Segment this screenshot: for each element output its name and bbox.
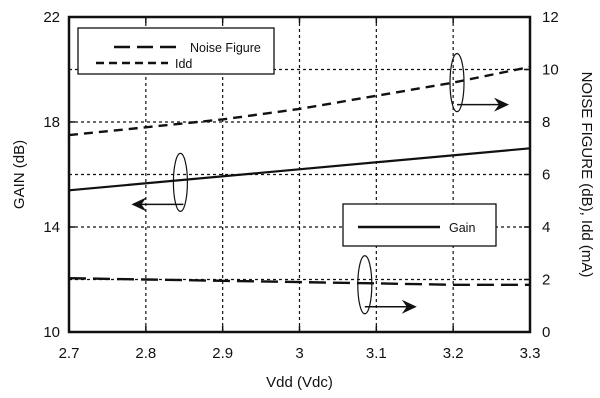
legend-label-noise-figure: Noise Figure xyxy=(190,41,261,55)
left-y-tick-label: 10 xyxy=(43,324,60,341)
right-y-tick-label: 2 xyxy=(542,272,550,289)
legend-center-right: Gain xyxy=(342,203,497,247)
left-y-axis-title: GAIN (dB) xyxy=(11,140,28,209)
indicator-ellipse-noise-figure xyxy=(357,255,373,315)
indicator-arrow-head-gain xyxy=(131,197,147,212)
left-y-tick-label: 18 xyxy=(43,114,60,131)
right-y-tick-label: 0 xyxy=(542,324,550,341)
indicator-arrow-head-noise-figure xyxy=(401,299,417,314)
series-line-noise-figure xyxy=(68,277,530,286)
left-y-tick-label: 22 xyxy=(43,9,60,26)
x-tick-label: 2.7 xyxy=(59,345,80,362)
x-tick-label: 3.3 xyxy=(520,345,541,362)
x-tick-label: 2.8 xyxy=(135,345,156,362)
x-tick-label: 3 xyxy=(295,345,303,362)
data-series xyxy=(68,65,531,286)
legend-label-idd: Idd xyxy=(175,57,192,71)
indicator-ellipse-gain xyxy=(172,152,189,212)
tick-labels: 2.7 2.8 2.9 3 3.1 3.2 3.30 2 4 6 8 10 12 10 14 18 22 xyxy=(43,9,558,362)
legend-top-left: Noise Figure Idd xyxy=(77,27,275,75)
legend-label-gain: Gain xyxy=(449,221,475,235)
series-line-gain xyxy=(68,147,531,192)
x-axis-title: Vdd (Vdc) xyxy=(266,374,333,391)
axis-indicators xyxy=(131,53,510,315)
right-y-tick-label: 8 xyxy=(542,114,550,131)
series-line-idd xyxy=(68,65,531,137)
right-y-axis-title: NOISE FIGURE (dB), Idd (mA) xyxy=(578,72,595,278)
legend-box xyxy=(342,203,497,247)
right-y-tick-label: 12 xyxy=(542,9,559,26)
x-tick-label: 3.2 xyxy=(443,345,464,362)
x-tick-label: 3.1 xyxy=(366,345,387,362)
indicator-arrow-head-idd xyxy=(494,97,510,112)
grid-lines xyxy=(69,17,530,332)
x-tick-label: 2.9 xyxy=(212,345,233,362)
tick-marks xyxy=(68,16,531,333)
right-y-tick-label: 6 xyxy=(542,167,550,184)
right-y-tick-label: 4 xyxy=(542,219,550,236)
indicator-ellipse-idd xyxy=(449,53,465,113)
legend-box xyxy=(77,27,275,75)
right-y-tick-label: 10 xyxy=(542,62,559,79)
left-y-tick-label: 14 xyxy=(43,219,60,236)
